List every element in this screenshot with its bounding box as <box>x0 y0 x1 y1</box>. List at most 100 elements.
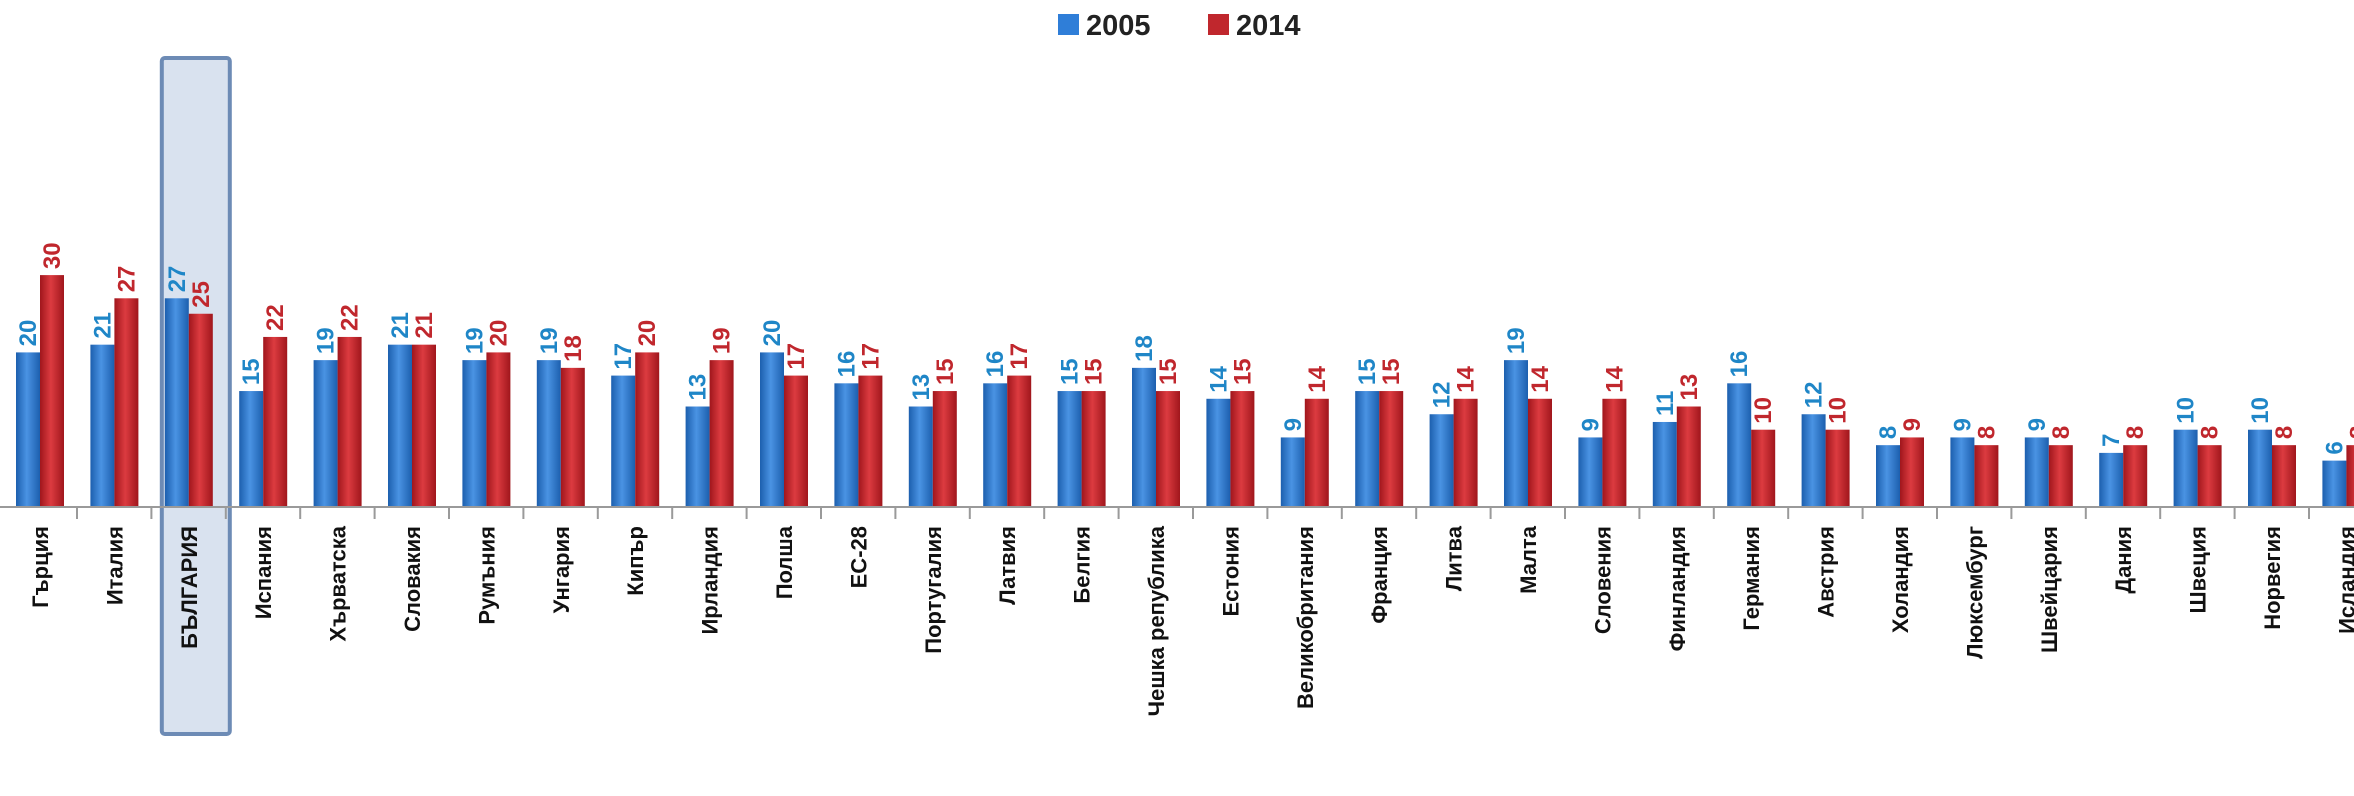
bar-2005-3 <box>239 391 264 507</box>
bar-2014-8 <box>635 352 660 507</box>
value-label-2014-30: 8 <box>2271 426 2298 439</box>
bar-2014-21 <box>1602 398 1627 507</box>
bar-2014-18 <box>1379 391 1404 507</box>
bar-2014-29 <box>2197 445 2222 507</box>
value-label-2005-26: 9 <box>1949 418 1976 431</box>
category-label-25: Холандия <box>1888 526 1913 633</box>
value-label-2014-7: 18 <box>560 335 587 362</box>
value-label-2014-2: 25 <box>188 281 215 308</box>
category-label-2: БЪЛГАРИЯ <box>177 526 202 649</box>
value-label-2014-25: 9 <box>1899 418 1926 431</box>
bar-2005-26 <box>1950 437 1975 507</box>
value-label-2014-3: 22 <box>262 304 289 331</box>
bar-2005-1 <box>90 344 115 507</box>
category-label-14: Белгия <box>1070 526 1095 604</box>
bar-2005-15 <box>1132 367 1156 507</box>
bar-2014-4 <box>337 336 362 507</box>
category-labels: Гърция Италия БЪЛГАРИЯ Испания Хърватска Слов… <box>28 525 2354 716</box>
bar-2014-6 <box>486 352 511 507</box>
value-label-2005-8: 17 <box>610 343 637 370</box>
value-label-2014-23: 10 <box>1750 397 1777 424</box>
value-label-2005-7: 19 <box>536 327 563 354</box>
bar-2014-22 <box>1676 406 1701 507</box>
value-label-2014-26: 8 <box>1973 426 2000 439</box>
value-label-2014-16: 15 <box>1229 358 1256 385</box>
value-label-2005-3: 15 <box>238 358 265 385</box>
bar-2005-6 <box>462 360 487 507</box>
legend-label-2005: 2005 <box>1086 10 1151 42</box>
bar-2014-15 <box>1156 391 1180 507</box>
category-label-16: Естония <box>1218 526 1243 616</box>
category-label-31: Исландия <box>2334 526 2354 634</box>
category-label-15: Чешка република <box>1144 525 1169 716</box>
value-label-2005-13: 16 <box>982 351 1009 378</box>
value-label-2014-6: 20 <box>485 320 512 347</box>
bar-2005-28 <box>2099 452 2124 507</box>
bar-2005-7 <box>536 360 561 507</box>
value-label-2005-25: 8 <box>1875 426 1902 439</box>
category-label-18: Франция <box>1367 526 1392 624</box>
bar-2005-10 <box>760 352 784 507</box>
category-label-6: Румъния <box>474 526 499 625</box>
bar-2005-17 <box>1280 437 1305 507</box>
bar-2005-18 <box>1355 391 1380 507</box>
category-label-28: Дания <box>2111 526 2136 594</box>
value-label-2005-31: 6 <box>2321 441 2348 454</box>
category-label-3: Испания <box>251 526 276 619</box>
category-label-23: Германия <box>1739 526 1764 631</box>
category-label-0: Гърция <box>28 526 53 608</box>
value-label-2005-2: 27 <box>164 266 191 293</box>
bar-2014-30 <box>2272 445 2296 507</box>
category-label-24: Австрия <box>1814 526 1839 618</box>
value-label-2014-11: 17 <box>857 343 884 370</box>
bar-2014-2 <box>188 313 213 507</box>
bar-2014-19 <box>1453 398 1478 507</box>
bar-2014-0 <box>40 275 64 507</box>
category-label-1: Италия <box>102 526 127 605</box>
value-label-2005-5: 21 <box>387 312 414 339</box>
value-label-2005-16: 14 <box>1205 365 1232 392</box>
value-label-2005-4: 19 <box>313 327 340 354</box>
bar-2005-2 <box>164 298 189 507</box>
bar-2014-5 <box>412 344 436 507</box>
value-label-2014-15: 15 <box>1155 358 1182 385</box>
category-label-8: Кипър <box>623 526 648 596</box>
category-label-21: Словения <box>1590 526 1615 634</box>
value-label-2005-17: 9 <box>1280 418 1307 431</box>
bar-2014-13 <box>1007 375 1032 507</box>
bar-2005-4 <box>313 360 338 507</box>
legend-swatch-2005 <box>1058 14 1079 35</box>
category-label-27: Швейцария <box>2037 526 2062 653</box>
category-label-5: Словакия <box>400 526 425 632</box>
bar-2014-20 <box>1528 398 1552 507</box>
bar-2005-20 <box>1504 360 1528 507</box>
bar-2005-12 <box>908 406 933 507</box>
value-label-2005-10: 20 <box>759 320 786 347</box>
value-label-2014-10: 17 <box>783 343 810 370</box>
bar-2005-29 <box>2173 429 2198 507</box>
value-label-2005-9: 13 <box>685 374 712 401</box>
bar-2014-9 <box>709 360 734 507</box>
bar-2005-13 <box>983 383 1008 507</box>
value-label-2014-13: 17 <box>1006 343 1033 370</box>
bar-2005-9 <box>685 406 710 507</box>
bar-2005-11 <box>834 383 859 507</box>
value-label-2014-21: 14 <box>1601 365 1628 392</box>
bar-2014-27 <box>2048 445 2073 507</box>
value-label-2005-24: 12 <box>1801 382 1828 409</box>
bar-2005-14 <box>1057 391 1082 507</box>
category-label-4: Хърватска <box>326 525 351 641</box>
bar-2005-23 <box>1727 383 1752 507</box>
category-label-22: Финландия <box>1665 526 1690 651</box>
value-label-2005-20: 19 <box>1503 327 1530 354</box>
category-label-12: Португалия <box>921 526 946 654</box>
value-label-2014-19: 14 <box>1453 365 1480 392</box>
value-label-2014-24: 10 <box>1825 397 1852 424</box>
bar-2014-12 <box>932 391 957 507</box>
bar-2014-17 <box>1304 398 1329 507</box>
value-label-2005-12: 13 <box>908 374 935 401</box>
value-label-2005-23: 16 <box>1726 351 1753 378</box>
legend-swatch-2014 <box>1208 14 1229 35</box>
legend-label-2014: 2014 <box>1236 10 1301 42</box>
